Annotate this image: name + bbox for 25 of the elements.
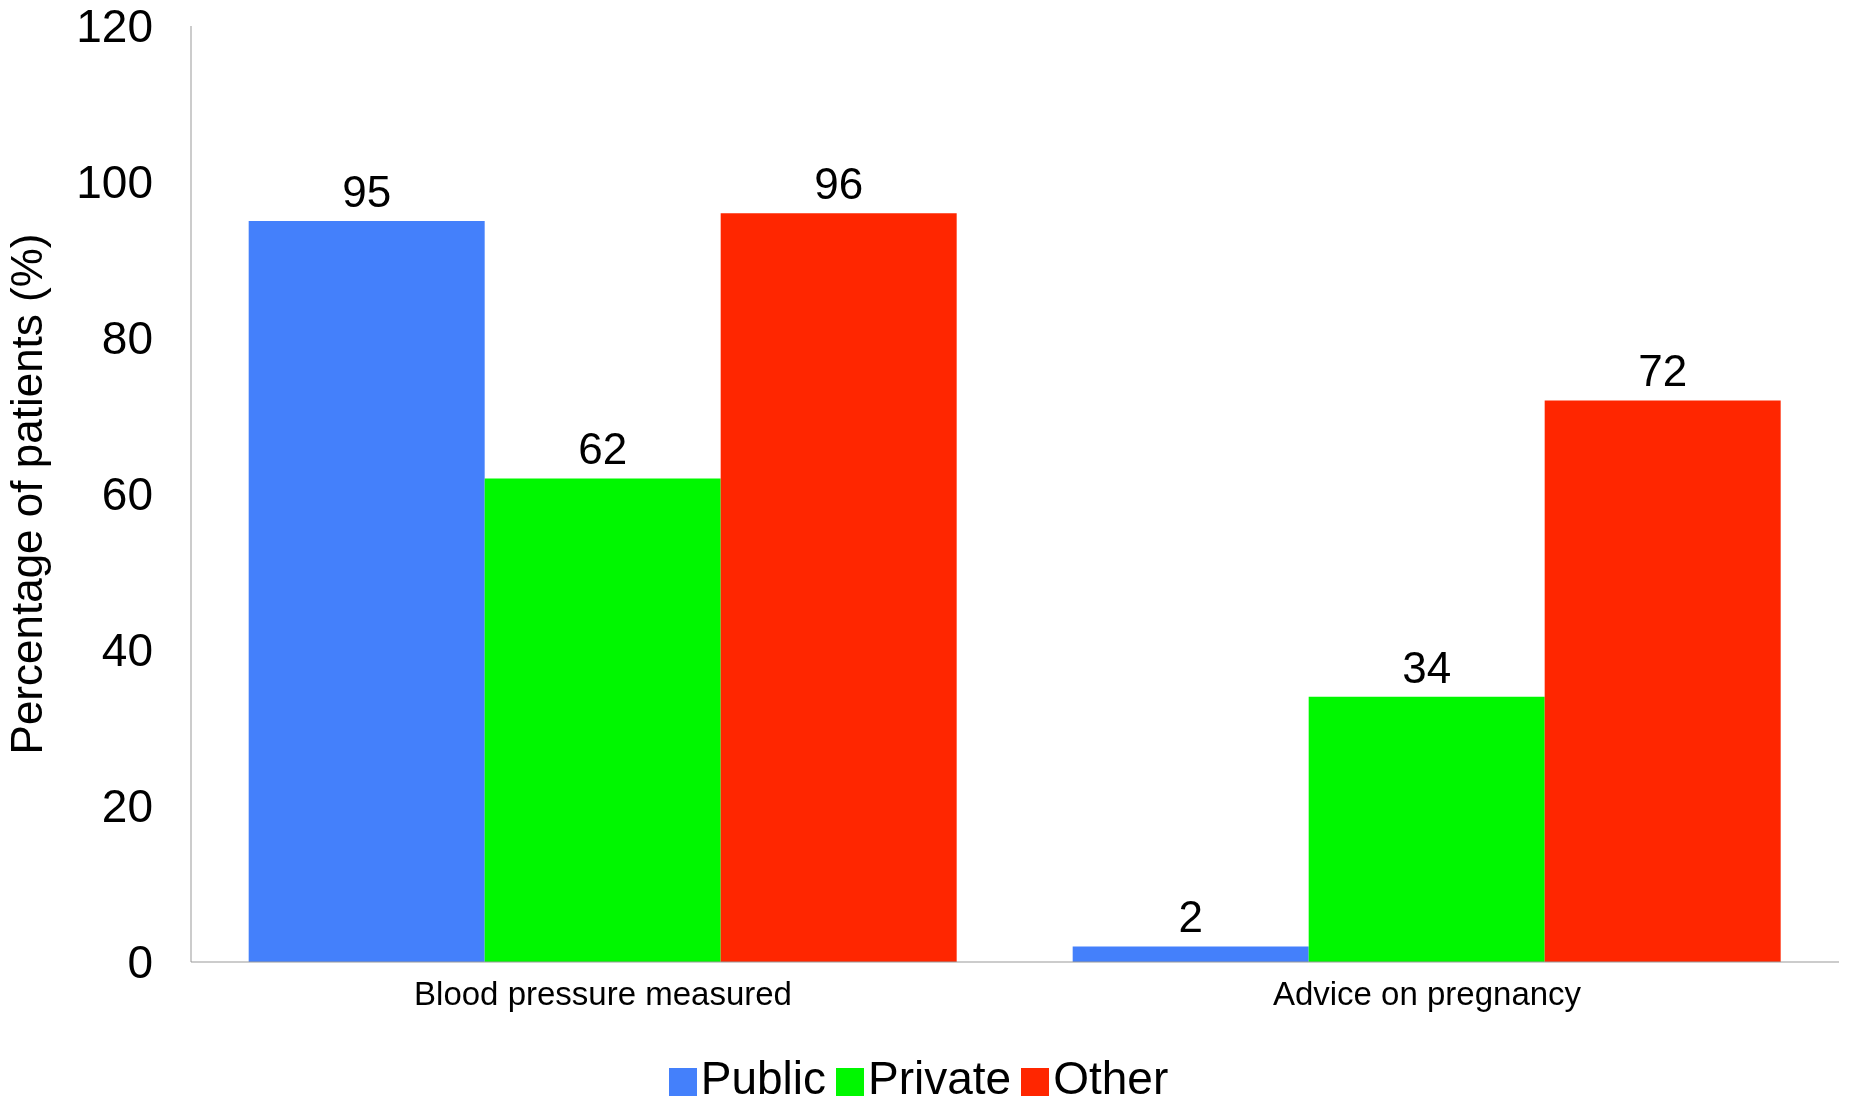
data-label: 96 [814, 159, 864, 209]
bar [248, 221, 485, 962]
bar [484, 478, 721, 962]
x-tick-label: Blood pressure measured [414, 975, 792, 1013]
data-label: 2 [1178, 892, 1203, 942]
legend-label: Other [1053, 1052, 1169, 1104]
y-tick-label: 40 [101, 624, 153, 677]
y-tick-label: 60 [101, 468, 153, 521]
bar [1544, 400, 1781, 962]
y-axis-title: Percentage of patients (%) [1, 233, 51, 755]
x-tick-label: Advice on pregnancy [1272, 975, 1582, 1013]
data-label: 95 [342, 167, 392, 216]
legend-label: Private [868, 1052, 1012, 1104]
bar [1308, 696, 1545, 962]
y-tick-label: 20 [101, 780, 153, 833]
y-tick-label: 100 [76, 156, 153, 209]
y-tick-label: 80 [101, 312, 153, 365]
data-label: 34 [1402, 642, 1452, 692]
y-tick-label: 0 [127, 936, 153, 989]
y-tick-label: 120 [76, 0, 153, 53]
data-label: 62 [578, 424, 628, 474]
bar [1072, 946, 1309, 962]
data-label: 72 [1638, 346, 1688, 396]
bar [720, 213, 957, 962]
legend-label: Public [700, 1052, 827, 1104]
